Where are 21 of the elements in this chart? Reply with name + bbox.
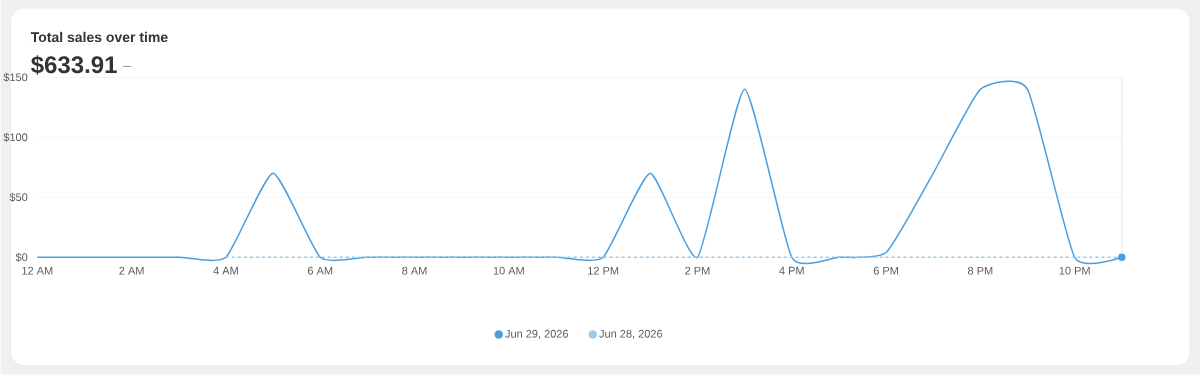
x-tick-label: 8 AM [402, 266, 427, 275]
x-tick-label: 8 PM [967, 266, 993, 275]
legend-label: Jun 29, 2026 [505, 329, 569, 340]
y-tick-label: $0 [15, 252, 28, 262]
x-tick-label: 6 AM [307, 266, 333, 275]
x-tick-label: 2 AM [119, 266, 144, 275]
x-tick-label: 12 PM [588, 266, 619, 275]
y-tick-label: $50 [9, 192, 28, 202]
x-tick-label: 6 PM [873, 266, 898, 275]
x-tick-label: 10 PM [1059, 266, 1090, 275]
chart-subtitle: $633.91 [31, 55, 117, 75]
text: – [123, 66, 131, 67]
y-tick-label: $150 [3, 72, 28, 82]
legend-label: Jun 28, 2026 [599, 329, 663, 340]
x-tick-label: 10 AM [493, 266, 524, 275]
x-tick-label: 4 PM [779, 266, 804, 275]
x-tick-label: 4 AM [213, 266, 238, 275]
x-tick-label: 12 AM [22, 266, 53, 275]
x-tick-label: 2 PM [685, 266, 710, 275]
chart-title: Total sales over time [30, 31, 168, 43]
y-tick-label: $100 [3, 132, 28, 142]
